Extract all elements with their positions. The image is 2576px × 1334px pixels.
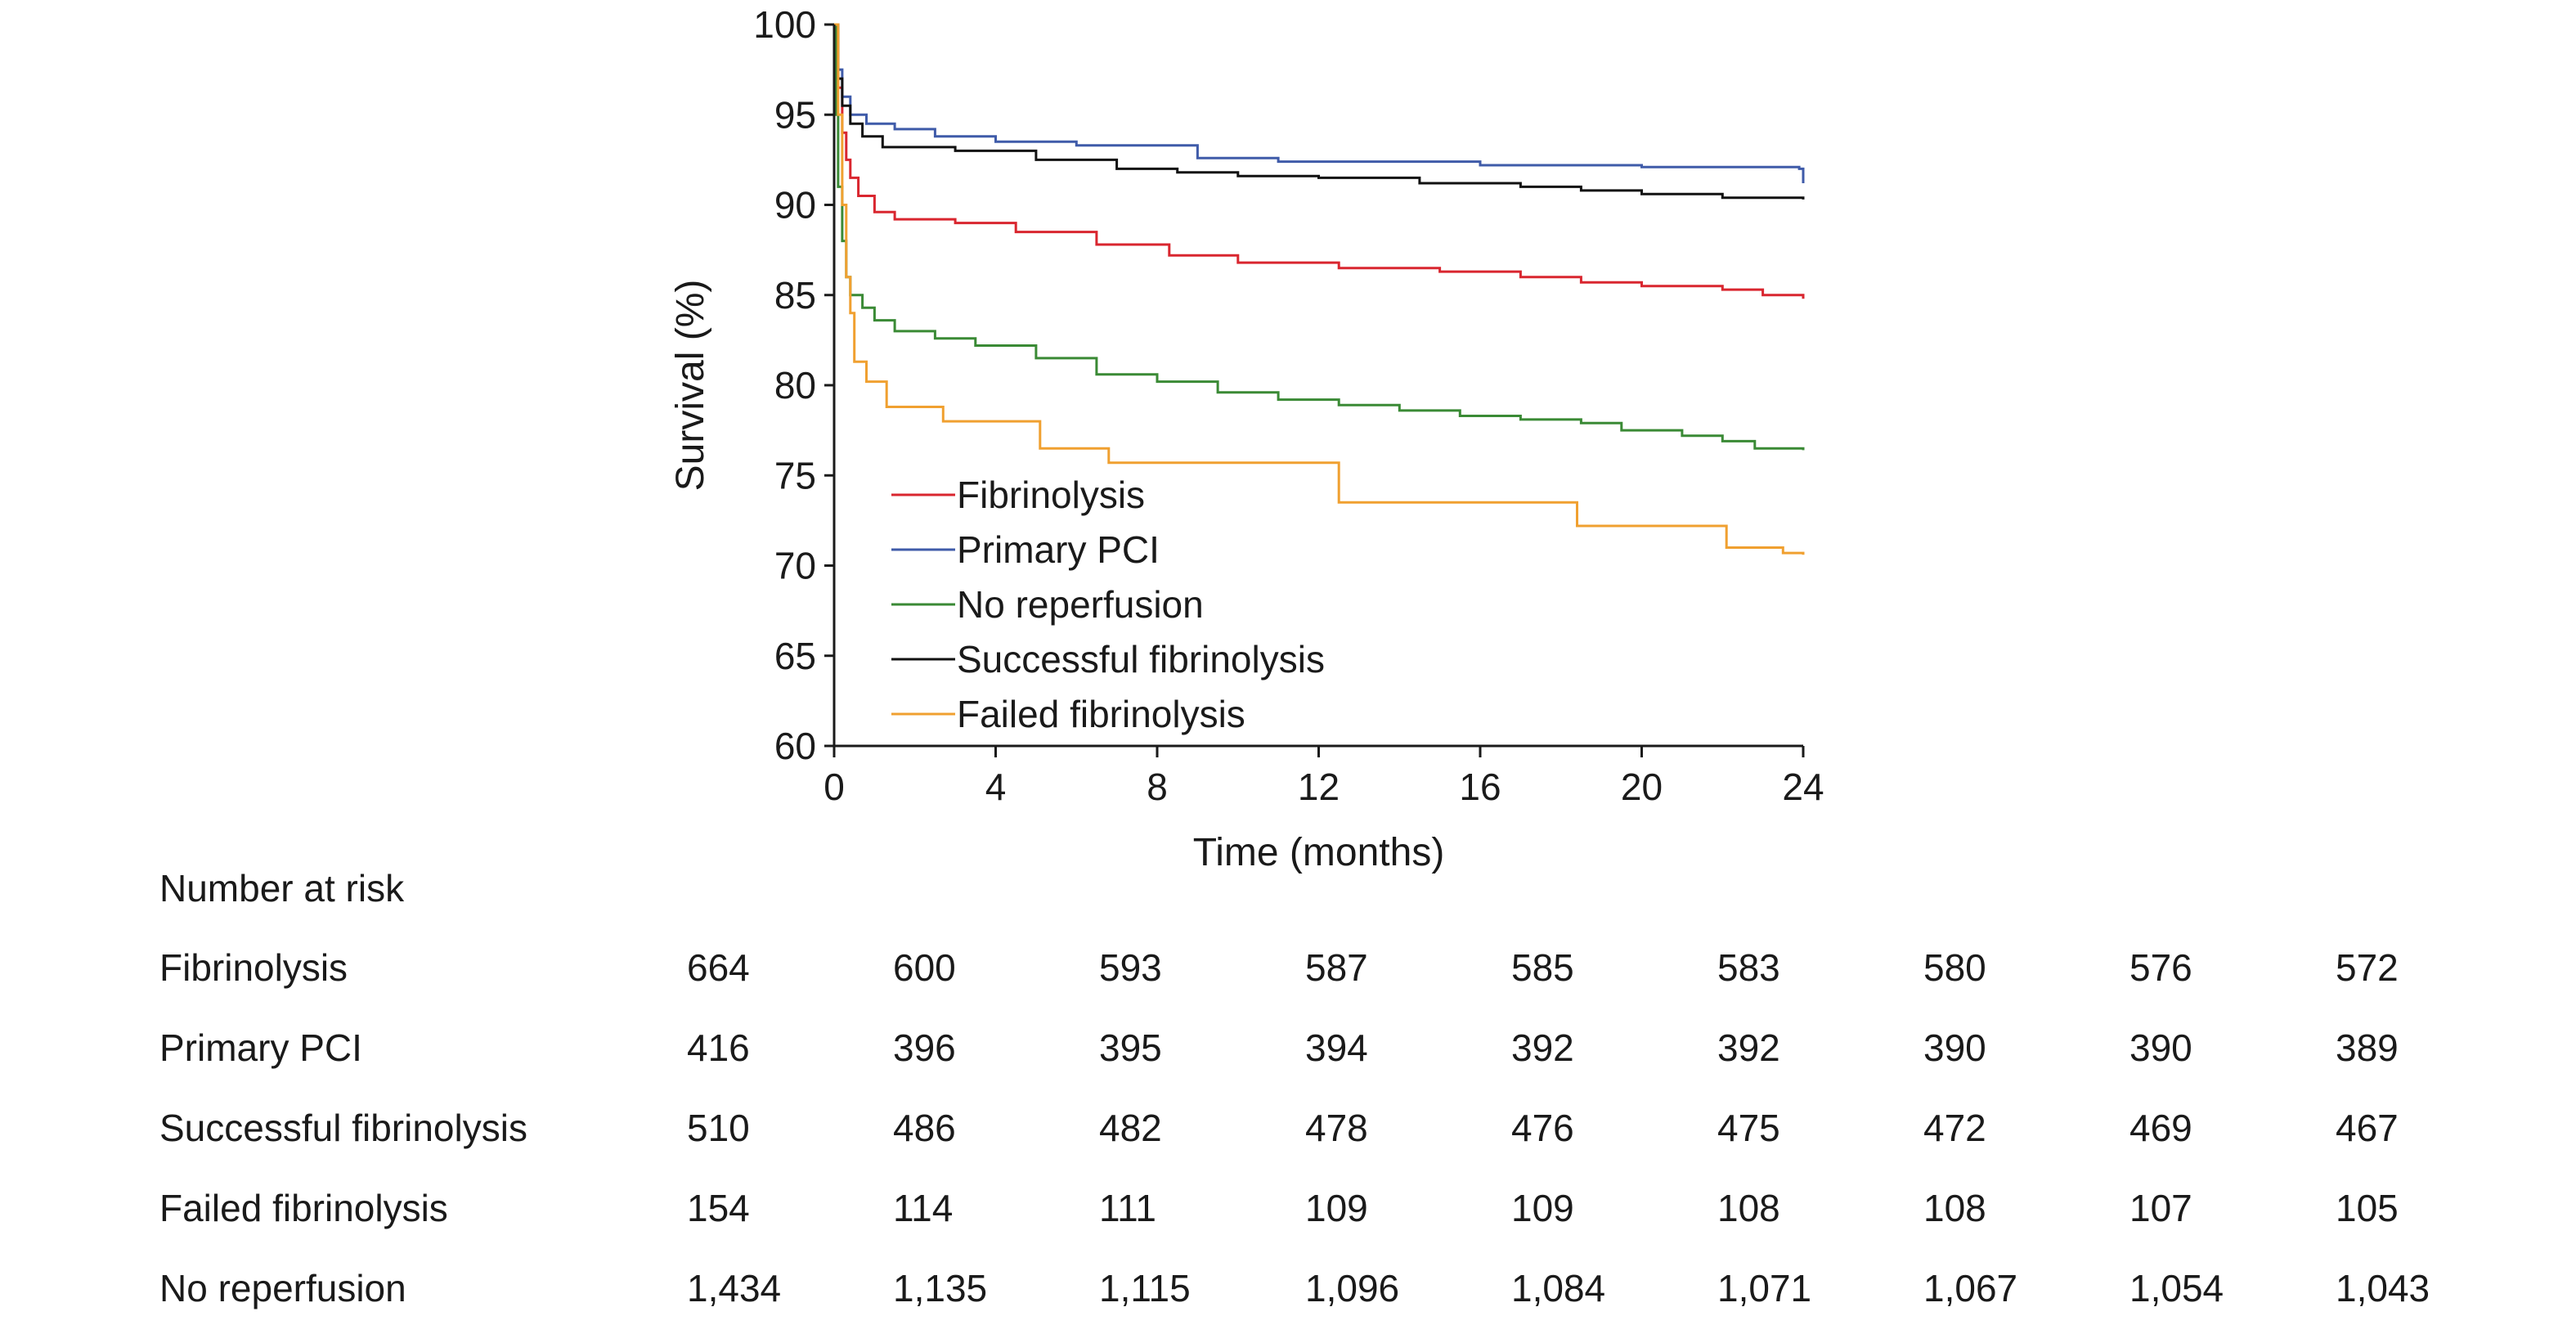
risk-cell: 587 [1305,946,1368,989]
risk-cell: 510 [687,1107,750,1149]
risk-cell: 1,084 [1511,1267,1605,1309]
risk-cell: 486 [893,1107,956,1149]
risk-cell: 105 [2336,1187,2399,1229]
risk-row-label: No reperfusion [159,1267,406,1309]
risk-cell: 475 [1717,1107,1780,1149]
plot-area: 60 65 70 75 80 85 90 95 100 0 4 8 12 16 20 24 Fibrinoly… [753,3,1824,808]
x-tick-label: 16 [1459,766,1501,808]
legend-label: Primary PCI [957,528,1160,571]
risk-cell: 580 [1923,946,1986,989]
risk-cell: 395 [1099,1026,1162,1069]
risk-cell: 390 [2129,1026,2192,1069]
risk-cell: 1,135 [893,1267,987,1309]
y-tick-label: 95 [774,93,816,136]
risk-row-label: Primary PCI [159,1026,362,1069]
x-tick-label: 12 [1298,766,1340,808]
risk-row-label: Failed fibrinolysis [159,1187,448,1229]
risk-cell: 109 [1305,1187,1368,1229]
risk-cell: 1,067 [1923,1267,2017,1309]
risk-cell: 392 [1511,1026,1574,1069]
risk-cell: 467 [2336,1107,2399,1149]
y-tick-label: 85 [774,274,816,317]
risk-cell: 109 [1511,1187,1574,1229]
y-tick-label: 75 [774,454,816,496]
risk-cell: 416 [687,1026,750,1069]
curve-no-reperfusion [834,23,1805,451]
risk-cell: 469 [2129,1107,2192,1149]
legend: Fibrinolysis Primary PCI No reperfusion Suc… [891,474,1325,735]
risk-cell: 593 [1099,946,1162,989]
y-tick-label: 100 [753,3,816,46]
legend-label: No reperfusion [957,583,1204,626]
risk-cell: 1,054 [2129,1267,2224,1309]
legend-label: Fibrinolysis [957,474,1145,516]
y-axis-title: Survival (%) [669,280,712,492]
risk-cell: 476 [1511,1107,1574,1149]
risk-cell: 394 [1305,1026,1368,1069]
risk-cell: 107 [2129,1187,2192,1229]
risk-cell: 572 [2336,946,2399,989]
risk-row-label: Successful fibrinolysis [159,1107,527,1149]
risk-row-label: Fibrinolysis [159,946,348,989]
risk-cell: 664 [687,946,750,989]
risk-cell: 389 [2336,1026,2399,1069]
risk-cell: 600 [893,946,956,989]
risk-table-title: Number at risk [159,867,405,910]
legend-label: Successful fibrinolysis [957,638,1325,680]
risk-cell: 1,115 [1099,1267,1191,1309]
survival-curves [834,23,1805,555]
y-tick-label: 80 [774,364,816,406]
risk-cell: 390 [1923,1026,1986,1069]
risk-cell: 1,071 [1717,1267,1811,1309]
y-tick-label: 60 [774,725,816,767]
risk-cell: 392 [1717,1026,1780,1069]
x-axis-title: Time (months) [1193,831,1445,874]
axes: 60 65 70 75 80 85 90 95 100 0 4 8 12 16 20 24 [753,3,1824,808]
risk-cell: 478 [1305,1107,1368,1149]
risk-cell: 154 [687,1187,750,1229]
risk-cell: 1,096 [1305,1267,1399,1309]
y-tick-label: 65 [774,635,816,677]
curve-successful-fibrinolysis [834,23,1805,200]
y-tick-label: 70 [774,545,816,587]
risk-cell: 576 [2129,946,2192,989]
risk-cell: 1,043 [2336,1267,2430,1309]
x-tick-label: 4 [985,766,1007,808]
curve-fibrinolysis [834,23,1805,299]
risk-cell: 482 [1099,1107,1162,1149]
curve-failed-fibrinolysis [834,23,1805,555]
curve-primary-pci [834,23,1805,183]
risk-cell: 114 [893,1187,953,1229]
risk-cell: 585 [1511,946,1574,989]
number-at-risk-table: Number at risk Fibrinolysis 664 600 593 587 5… [159,867,2430,1309]
x-tick-label: 8 [1147,766,1168,808]
x-tick-label: 24 [1782,766,1824,808]
x-tick-label: 20 [1621,766,1663,808]
risk-cell: 108 [1717,1187,1780,1229]
legend-label: Failed fibrinolysis [957,693,1245,735]
y-tick-label: 90 [774,184,816,227]
x-tick-label: 0 [824,766,845,808]
risk-cell: 108 [1923,1187,1986,1229]
risk-cell: 583 [1717,946,1780,989]
risk-cell: 396 [893,1026,956,1069]
risk-cell: 472 [1923,1107,1986,1149]
risk-cell: 111 [1099,1187,1156,1229]
risk-cell: 1,434 [687,1267,781,1309]
